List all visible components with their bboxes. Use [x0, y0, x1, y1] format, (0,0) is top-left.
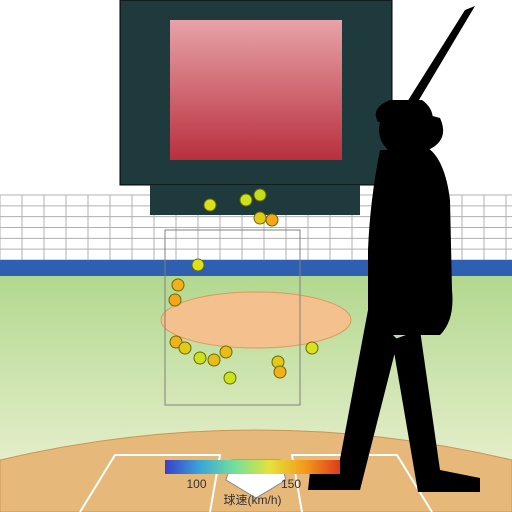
pitch-marker: [274, 366, 286, 378]
pitch-marker: [192, 259, 204, 271]
pitch-marker: [194, 352, 206, 364]
pitch-marker: [169, 294, 181, 306]
pitch-marker: [172, 279, 184, 291]
pitch-marker: [220, 346, 232, 358]
pitch-marker: [254, 212, 266, 224]
pitchers-mound: [161, 292, 351, 348]
pitch-marker: [306, 342, 318, 354]
scoreboard-base: [150, 185, 360, 215]
pitch-marker: [266, 214, 278, 226]
pitch-marker: [208, 354, 220, 366]
pitch-marker: [179, 342, 191, 354]
legend-tick: 150: [281, 477, 301, 491]
legend-bar: [165, 460, 340, 474]
scoreboard: [120, 0, 392, 215]
scoreboard-screen: [170, 20, 342, 160]
pitch-marker: [204, 199, 216, 211]
pitch-marker: [224, 372, 236, 384]
legend-tick: 100: [186, 477, 206, 491]
pitch-marker: [254, 189, 266, 201]
chart-canvas: 100 150 球速(km/h): [0, 0, 512, 512]
legend-label: 球速(km/h): [224, 493, 282, 507]
pitch-marker: [240, 194, 252, 206]
